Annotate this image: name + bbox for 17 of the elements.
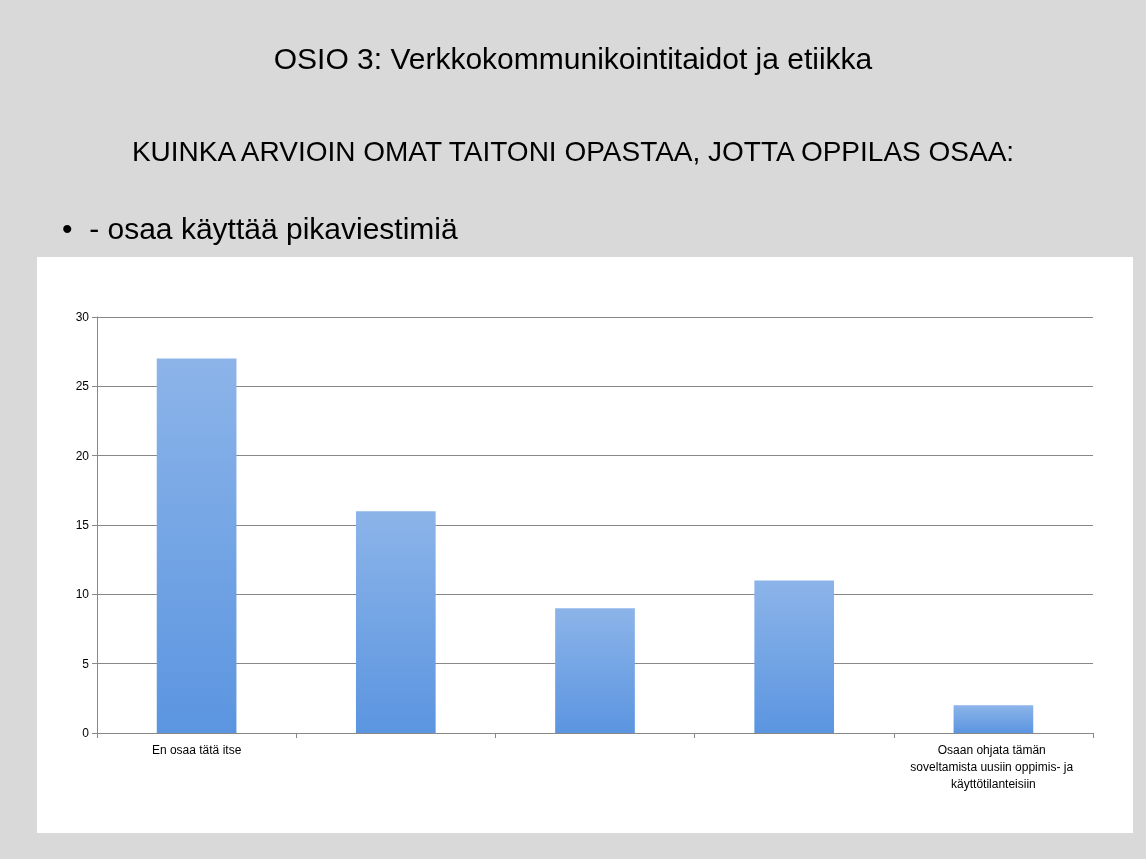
bar [754, 580, 835, 733]
bar [555, 608, 635, 733]
y-tick-label: 0 [82, 726, 90, 740]
y-tick-label: 30 [75, 310, 90, 324]
x-tick-label: En osaa tätä itse [151, 742, 242, 757]
chart-subtitle: KUINKA ARVIOIN OMAT TAITONI OPASTAA, JOTTA OPPILAS OSAA: [130, 136, 1016, 168]
y-tick-label: 15 [75, 518, 90, 532]
y-tick-label: 5 [82, 656, 90, 671]
bar [355, 511, 436, 733]
text: • - osaa käyttää pikaviestimiä [62, 212, 458, 246]
y-tick-label: 10 [75, 587, 90, 602]
bar [156, 358, 237, 733]
x-tick-label: Osaan ohjata tämän soveltamista uusiin oppimis- ja käyttötilanteisiin [910, 742, 1077, 791]
y-tick-label: 20 [75, 448, 90, 463]
bar [953, 705, 1034, 733]
y-tick-label: 25 [75, 379, 90, 394]
chart-title: OSIO 3: Verkkokommunikointitaidot ja etiikka [272, 42, 874, 76]
